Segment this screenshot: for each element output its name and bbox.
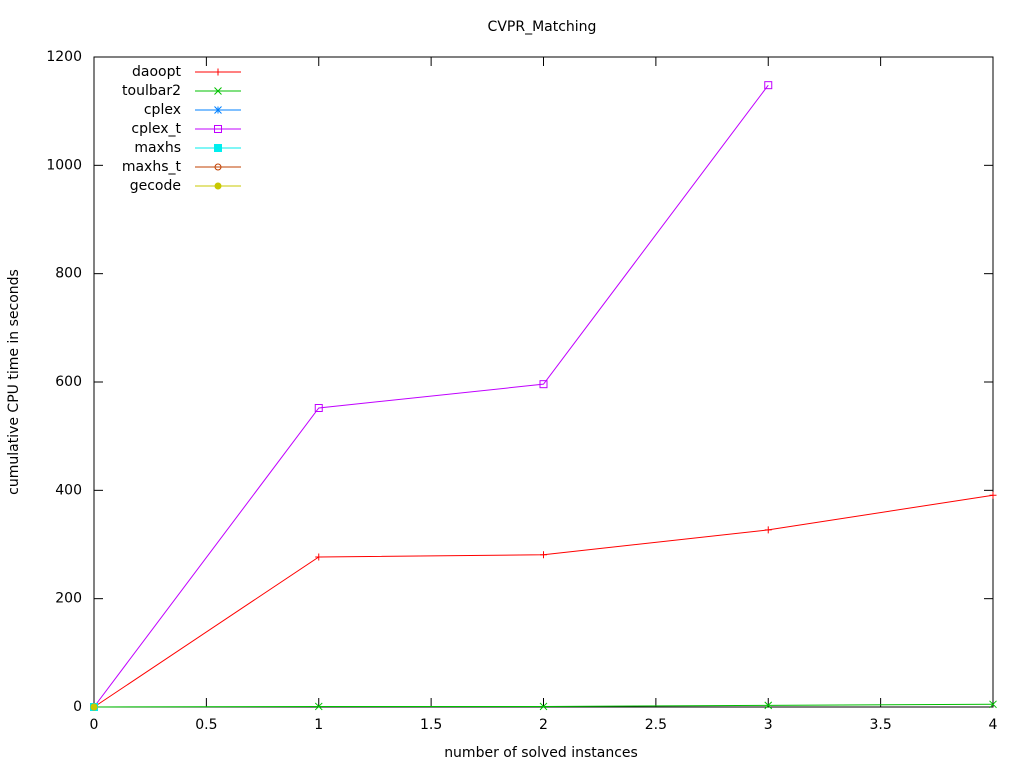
y-tick-label: 600	[55, 374, 82, 390]
x-tick-label: 1	[314, 717, 323, 733]
marker	[315, 553, 323, 561]
x-axis-label: number of solved instances	[444, 745, 638, 761]
marker	[314, 702, 323, 711]
legend-label: cplex_t	[131, 121, 181, 137]
y-tick-label: 0	[73, 699, 82, 715]
marker	[764, 701, 773, 710]
legend-label: maxhs_t	[122, 159, 182, 175]
legend-label: toulbar2	[122, 83, 181, 99]
y-tick-label: 800	[55, 266, 82, 282]
marker	[764, 81, 773, 90]
legend-label: cplex	[144, 102, 181, 118]
plot-frame	[93, 56, 994, 708]
legend-marker	[214, 106, 222, 114]
y-axis-label: cumulative CPU time in seconds	[6, 269, 22, 495]
marker	[540, 551, 547, 559]
x-tick-label: 1.5	[420, 717, 442, 733]
legend-marker	[214, 125, 222, 133]
x-tick-label: 2	[539, 717, 548, 733]
marker	[539, 702, 548, 711]
legend-marker	[214, 68, 222, 76]
x-tick-label: 2.5	[645, 717, 667, 733]
x-tick-label: 4	[989, 717, 998, 733]
marker	[314, 404, 323, 412]
y-tick-label: 1200	[46, 49, 82, 65]
x-tick-label: 0	[90, 717, 99, 733]
x-tick-label: 3.5	[869, 717, 891, 733]
marker	[989, 491, 997, 499]
marker	[90, 703, 98, 711]
legend-marker	[214, 163, 222, 171]
legend-marker	[214, 87, 222, 95]
legend-marker	[214, 182, 222, 190]
legend-label: gecode	[130, 178, 181, 194]
y-tick-label: 400	[55, 482, 82, 498]
legend-label: maxhs	[134, 140, 181, 156]
y-tick-label: 1000	[46, 157, 82, 173]
marker	[539, 380, 548, 389]
x-tick-label: 0.5	[195, 717, 217, 733]
legend-label: daoopt	[132, 64, 181, 80]
series-line	[93, 84, 769, 708]
marker	[764, 526, 772, 534]
legend-marker	[214, 144, 222, 152]
chart-title: CVPR_Matching	[488, 19, 597, 35]
marker	[989, 700, 997, 709]
x-tick-label: 3	[764, 717, 773, 733]
y-tick-label: 200	[55, 591, 82, 607]
